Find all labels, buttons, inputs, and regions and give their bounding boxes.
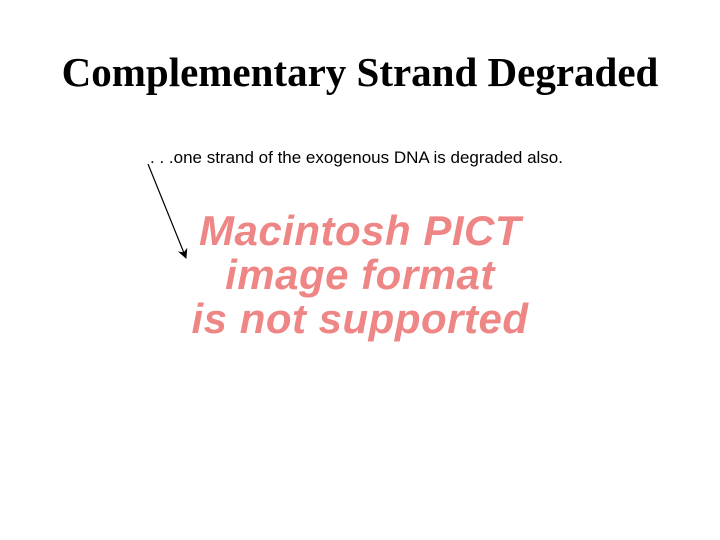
pict-error-line-2: image format	[0, 254, 720, 296]
pict-error-line-3: is not supported	[0, 298, 720, 340]
slide-title: Complementary Strand Degraded	[0, 48, 720, 96]
pict-error-line-1: Macintosh PICT	[0, 210, 720, 252]
subtitle-text: . . .one strand of the exogenous DNA is …	[150, 148, 563, 168]
